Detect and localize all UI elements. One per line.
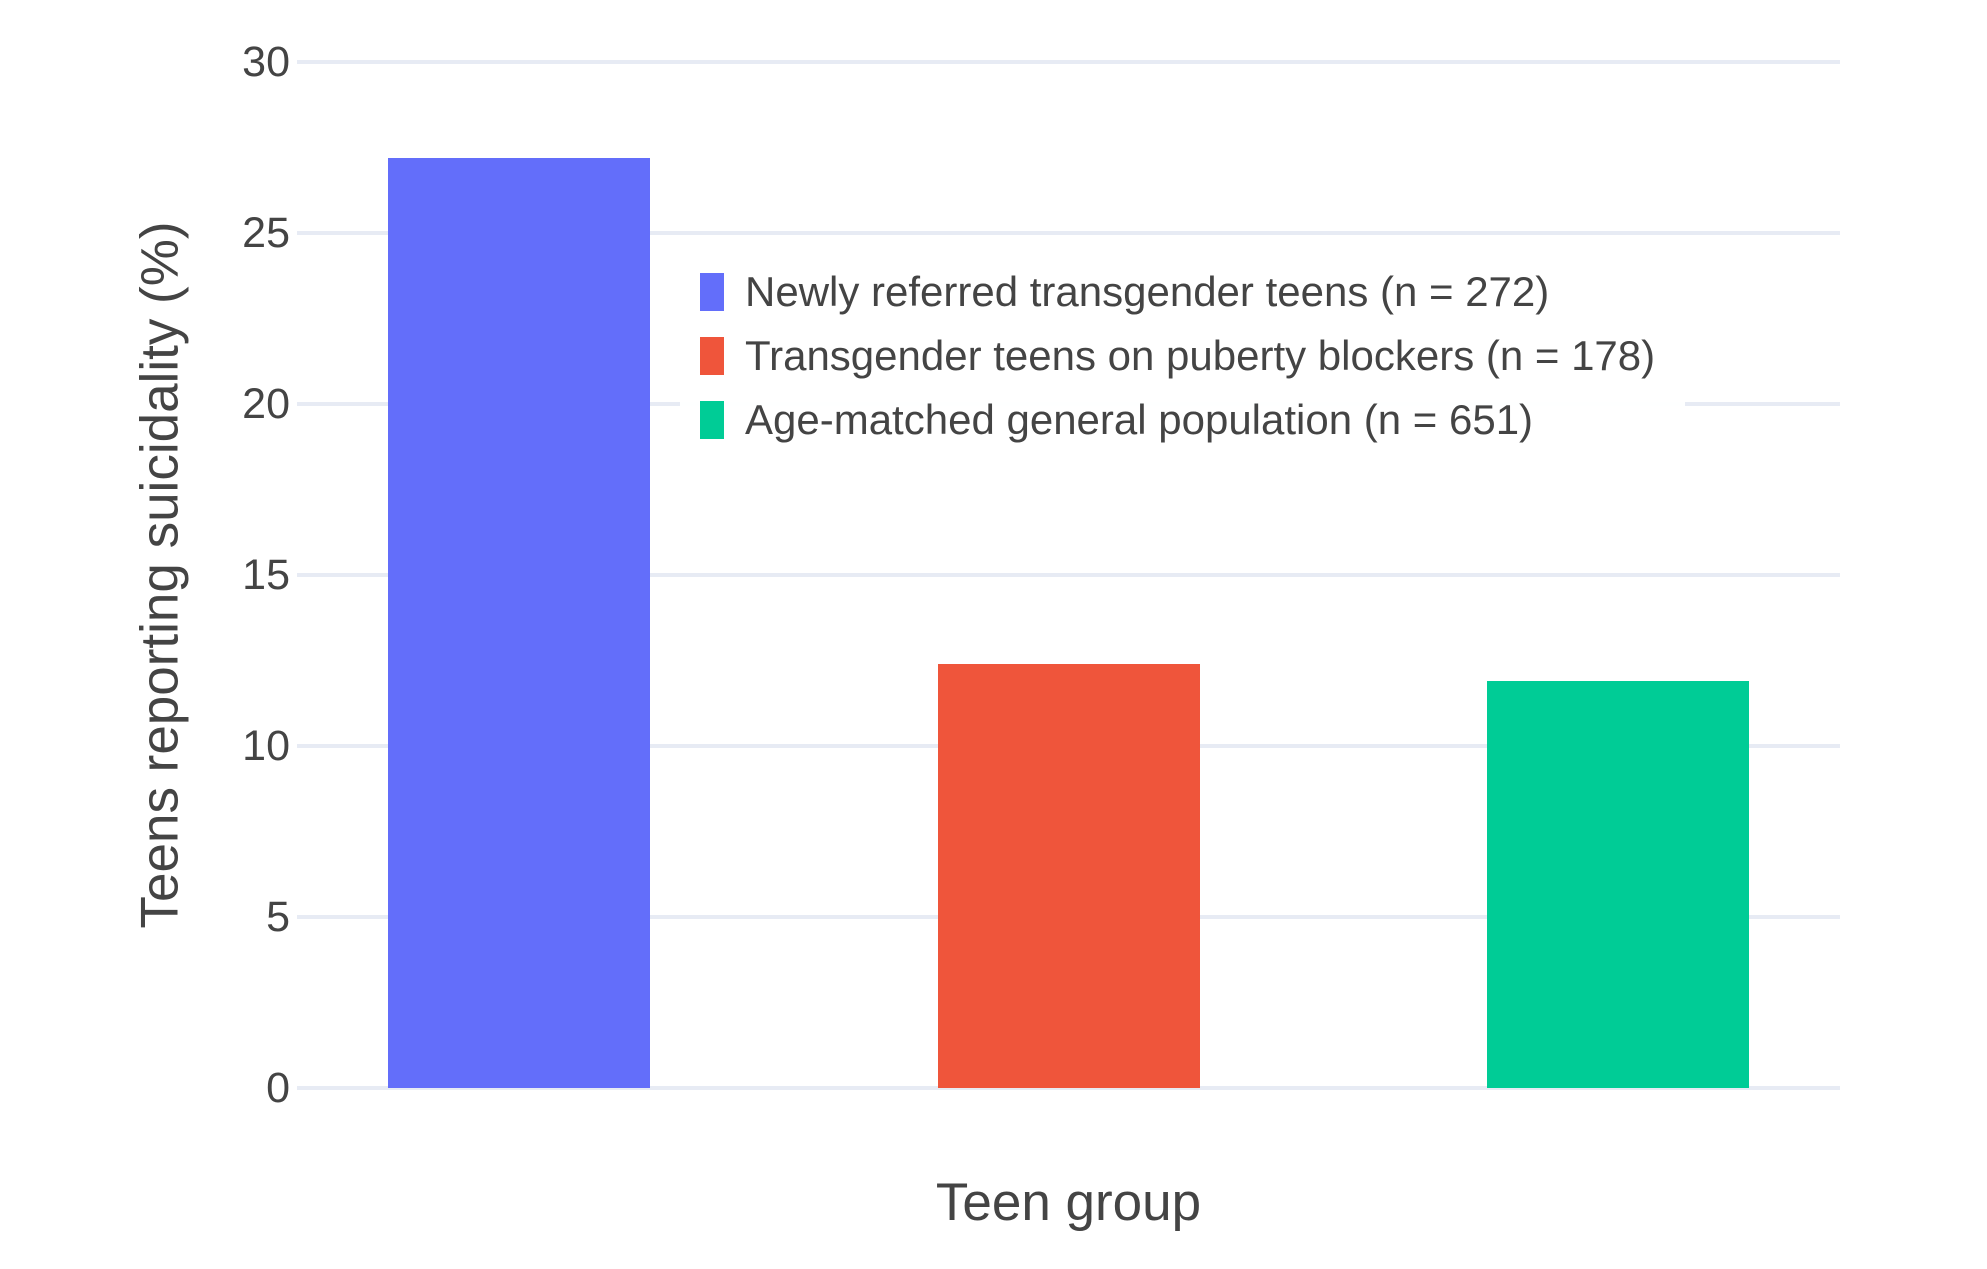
legend-label: Newly referred transgender teens (n = 27… [745, 268, 1550, 315]
legend-item-newly-referred-transgender-teens-n-272[interactable]: Newly referred transgender teens (n = 27… [700, 260, 1655, 324]
legend-swatch-icon [700, 401, 724, 439]
gridline-30 [297, 60, 1840, 64]
y-tick-label-25: 25 [242, 209, 290, 257]
bar-age-matched-general-population-n-651[interactable] [1487, 681, 1749, 1088]
y-tick-label-5: 5 [266, 893, 290, 941]
legend-label: Transgender teens on puberty blockers (n… [745, 332, 1656, 379]
legend-swatch-icon [700, 273, 724, 311]
legend-item-age-matched-general-population-n-651[interactable]: Age-matched general population (n = 651) [700, 388, 1655, 452]
plot-area [297, 60, 1840, 1090]
gridline-0 [297, 1086, 1840, 1090]
y-tick-label-10: 10 [242, 722, 290, 770]
legend: Newly referred transgender teens (n = 27… [680, 246, 1686, 466]
gridline-15 [297, 573, 1840, 577]
y-tick-label-20: 20 [242, 380, 290, 428]
legend-label: Age-matched general population (n = 651) [745, 396, 1534, 443]
bar-transgender-teens-on-puberty-blockers-n-178[interactable] [938, 663, 1200, 1088]
y-tick-label-30: 30 [242, 38, 290, 86]
bar-newly-referred-transgender-teens-n-272[interactable] [388, 157, 650, 1088]
legend-item-transgender-teens-on-puberty-blockers-n-178[interactable]: Transgender teens on puberty blockers (n… [700, 324, 1655, 388]
y-tick-label-15: 15 [242, 551, 290, 599]
legend-swatch-icon [700, 337, 724, 375]
gridline-25 [297, 231, 1840, 235]
x-axis-title: Teen group [935, 1173, 1202, 1232]
y-tick-label-0: 0 [266, 1064, 290, 1112]
